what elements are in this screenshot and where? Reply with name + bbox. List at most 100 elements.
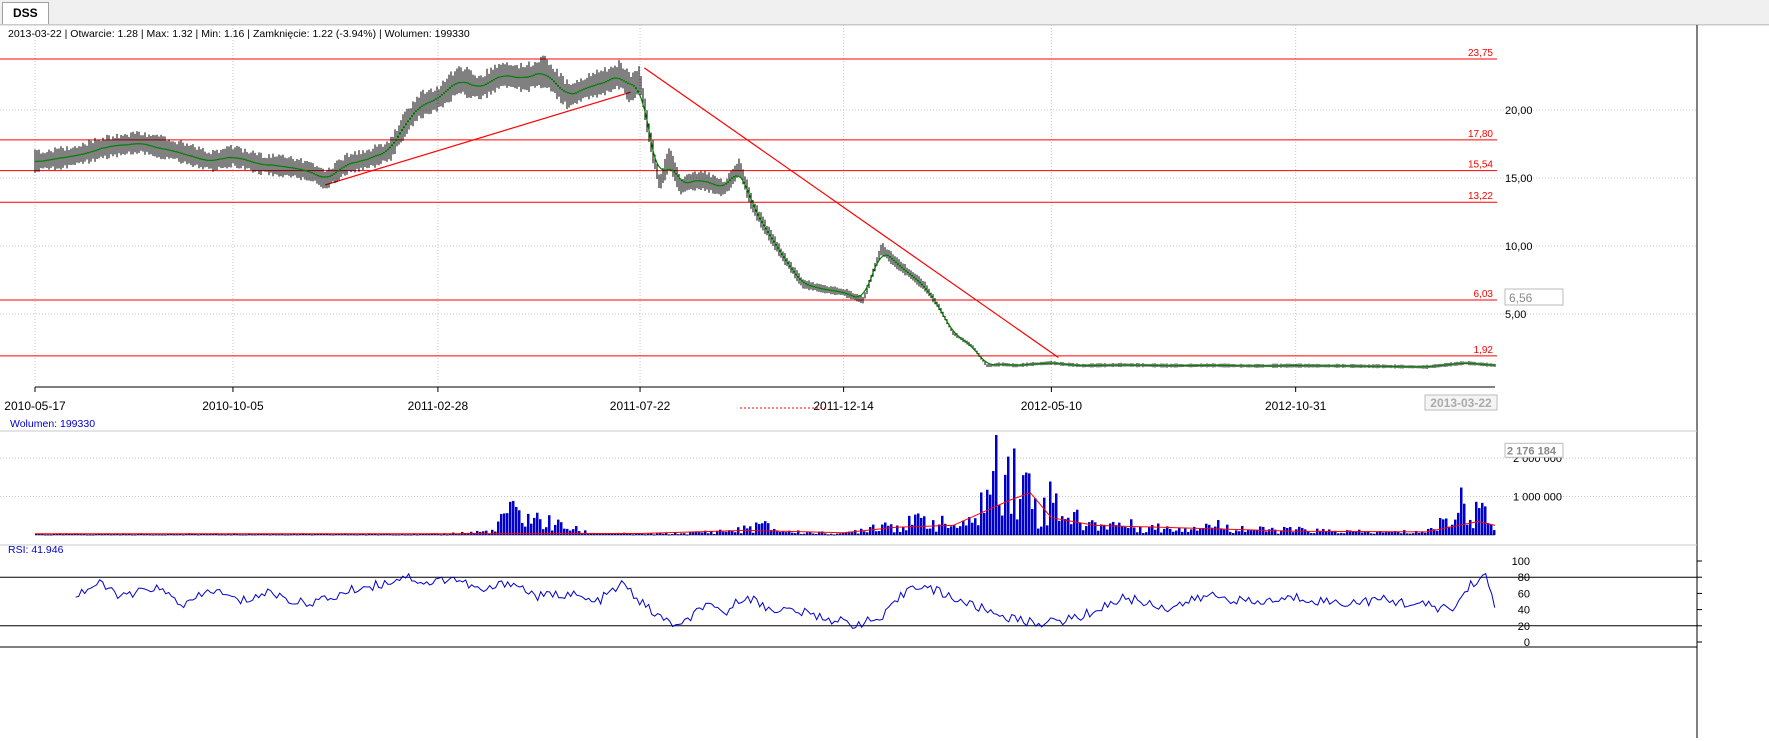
volume-bar [1169, 528, 1172, 535]
volume-bar [707, 533, 710, 535]
volume-bar [1481, 502, 1484, 535]
volume-bar [203, 533, 206, 535]
volume-bar [899, 531, 902, 535]
volume-bar [659, 532, 662, 535]
volume-bar [746, 528, 749, 535]
volume-bar [1259, 526, 1262, 535]
volume-bar [764, 521, 767, 535]
volume-bar [1277, 533, 1280, 535]
volume-bar [674, 532, 677, 535]
volume-bar [1121, 526, 1124, 535]
volume-bar [1097, 530, 1100, 535]
volume-bar [1160, 532, 1163, 535]
volume-bar [692, 531, 695, 535]
volume-bar [968, 517, 971, 535]
volume-bar [176, 534, 179, 536]
volume-bar [1085, 526, 1088, 535]
volume-bar [1253, 530, 1256, 535]
volume-bar [704, 530, 707, 535]
volume-bar [1490, 524, 1493, 535]
volume-bar [1184, 528, 1187, 535]
volume-bar [1055, 493, 1058, 535]
volume-bar [965, 525, 968, 535]
volume-bar [1088, 522, 1091, 535]
volume-bar [695, 531, 698, 535]
volume-bar [1037, 528, 1040, 535]
price-ma-line [34, 73, 1496, 368]
volume-bar [1193, 526, 1196, 535]
volume-bar [509, 501, 512, 535]
volume-bar [1187, 531, 1190, 535]
volume-bar [554, 524, 557, 535]
volume-bar [374, 533, 377, 535]
volume-bar [611, 533, 614, 535]
volume-bar [35, 533, 38, 535]
volume-bar [719, 529, 722, 535]
price-y-tick: 20,00 [1505, 105, 1533, 117]
volume-bar [824, 533, 827, 535]
volume-bar [401, 534, 404, 536]
volume-bar [524, 526, 527, 535]
volume-last-value: 2 176 184 [1507, 445, 1557, 457]
volume-bar [437, 533, 440, 535]
tab-dss[interactable]: DSS [2, 2, 49, 24]
volume-bar [341, 534, 344, 536]
volume-bar [1223, 529, 1226, 535]
volume-bar [1217, 520, 1220, 535]
volume-bar [1094, 522, 1097, 535]
volume-bar [620, 533, 623, 535]
volume-bar [206, 534, 209, 536]
volume-bar [938, 524, 941, 535]
volume-bar [1406, 533, 1409, 535]
volume-bar [194, 533, 197, 535]
volume-bar [1433, 529, 1436, 535]
level-label: 15,54 [1468, 160, 1493, 171]
volume-bar [887, 525, 890, 535]
volume-bar [1454, 519, 1457, 535]
volume-bar [758, 523, 761, 535]
volume-bar [1256, 530, 1259, 535]
volume-bar [338, 534, 341, 536]
rsi-y-tick: 80 [1518, 572, 1530, 584]
stock-chart[interactable]: 5,00 10,00 15,00 20,00 23,75 17,80 15,54 13,22 6… [0, 24, 1769, 738]
volume-bar [773, 528, 776, 535]
volume-bar [1100, 524, 1103, 535]
volume-bar [1352, 531, 1355, 535]
volume-bar [716, 530, 719, 535]
volume-bar [656, 533, 659, 535]
volume-bar [584, 530, 587, 535]
volume-bar [635, 533, 638, 535]
volume-bar [335, 533, 338, 535]
volume-bar [1469, 519, 1472, 535]
volume-bar [1190, 529, 1193, 535]
volume-bar [722, 531, 725, 535]
volume-bar [1376, 531, 1379, 535]
volume-bar [1328, 529, 1331, 535]
volume-bar [200, 533, 203, 535]
volume-bar [914, 514, 917, 535]
price-x-tick-label: 2012-05-10 [1021, 399, 1083, 413]
volume-bar [890, 524, 893, 535]
volume-bar [1064, 519, 1067, 535]
volume-bar [497, 521, 500, 535]
volume-bar [1493, 530, 1496, 535]
volume-bar [599, 533, 602, 535]
volume-bar [779, 531, 782, 535]
volume-bar [854, 530, 857, 535]
volume-bar [680, 533, 683, 535]
volume-bar [1373, 533, 1376, 535]
volume-bar [902, 526, 905, 535]
volume-bar [767, 523, 770, 535]
volume-bar [1034, 498, 1037, 535]
volume-bar [1139, 526, 1142, 535]
volume-bar [422, 533, 425, 535]
volume-bar [1304, 529, 1307, 535]
volume-bar [371, 533, 374, 535]
chart-area[interactable]: 5,00 10,00 15,00 20,00 23,75 17,80 15,54 13,22 6… [0, 24, 1769, 738]
volume-bar [1274, 529, 1277, 535]
volume-bar [1307, 531, 1310, 535]
volume-bar [425, 533, 428, 535]
volume-bar [1460, 487, 1463, 535]
volume-bar [809, 532, 812, 535]
volume-bar [1280, 530, 1283, 535]
